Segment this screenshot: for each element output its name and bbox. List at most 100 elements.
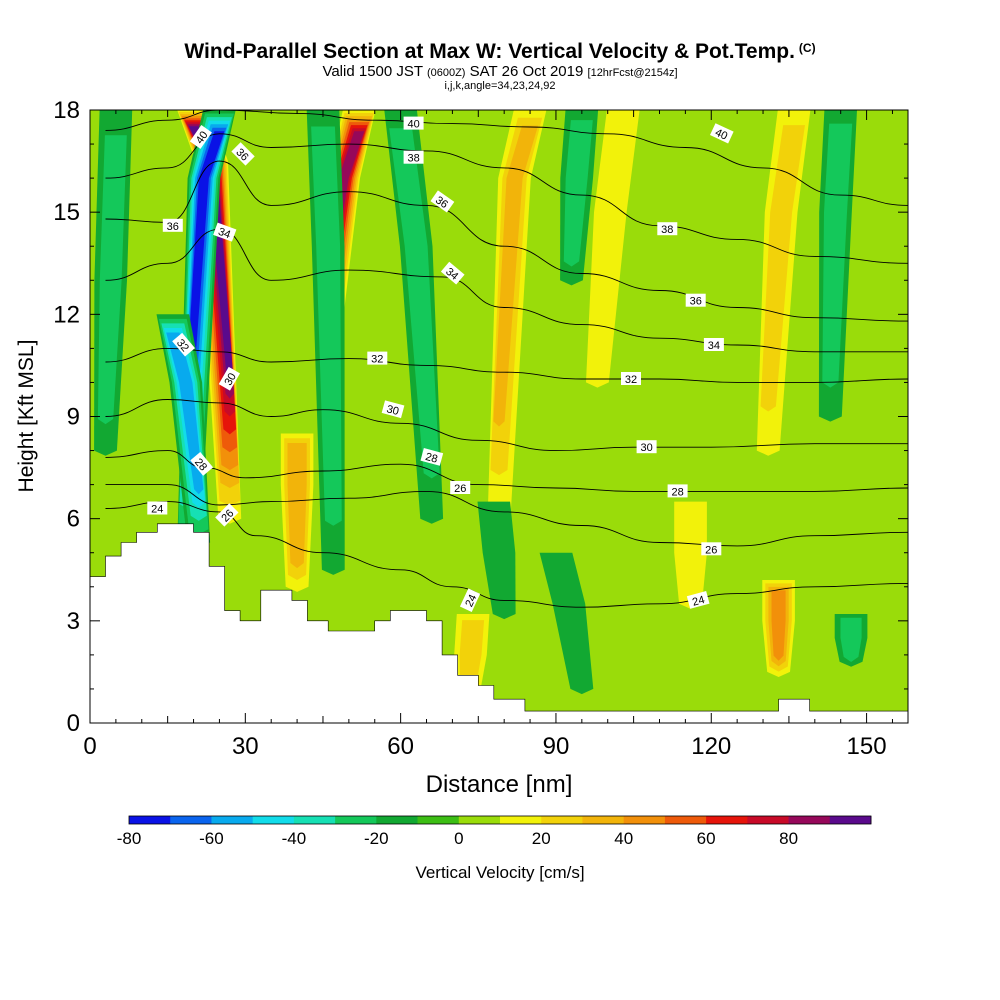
forecast-info: [12hrFcst@2154z]	[587, 67, 678, 79]
contour-label-text: 30	[222, 371, 239, 388]
velocity-band	[674, 501, 707, 609]
x-tick-label: 60	[387, 733, 414, 760]
y-tick-label: 15	[53, 199, 80, 226]
colorbar-tick-label: -60	[199, 829, 224, 848]
contour-label: 32	[367, 351, 388, 366]
colorbar-swatch	[335, 816, 377, 824]
velocity-band	[493, 125, 539, 427]
contour-label-box	[162, 218, 183, 232]
colorbar-swatch	[747, 816, 789, 824]
contour-label-box	[440, 261, 465, 285]
contour-label: 34	[213, 222, 237, 242]
contour-label-text: 30	[640, 442, 652, 454]
colorbar-swatch	[788, 816, 831, 824]
terrain	[90, 523, 908, 723]
y-tick-label: 3	[67, 608, 80, 635]
y-tick-label: 18	[53, 97, 80, 124]
contour-label-text: 38	[661, 224, 673, 236]
contour-label-box	[450, 481, 471, 494]
contour-label-text: 32	[371, 354, 383, 366]
contour-label-box	[710, 123, 734, 144]
contour-label: 40	[403, 116, 424, 131]
velocity-band	[311, 126, 342, 526]
grid-indices: i,j,k,angle=34,23,24,92	[444, 80, 556, 92]
theta-contour	[105, 347, 908, 383]
contour-label-box	[621, 372, 641, 385]
title-block: Wind-Parallel Section at Max W: Vertical…	[0, 36, 1000, 92]
x-tick-label: 120	[691, 733, 731, 760]
x-tick-label: 150	[847, 733, 887, 760]
contour-label-box	[667, 484, 688, 498]
x-tick-label: 30	[232, 733, 259, 760]
x-tick-label: 0	[83, 733, 96, 760]
contour-label-text: 26	[454, 483, 466, 495]
contour-label: 36	[685, 293, 706, 308]
contour-label: 40	[189, 124, 212, 149]
colorbar-swatch	[664, 816, 707, 824]
contour-label: 30	[636, 440, 657, 454]
theta-contour	[105, 133, 908, 264]
velocity-band	[389, 128, 440, 479]
contour-label-text: 36	[167, 221, 179, 233]
colorbar-swatch	[829, 816, 872, 824]
contour-label-text: 38	[407, 153, 419, 165]
contour-label-box	[403, 150, 424, 164]
theta-contour	[105, 160, 908, 322]
velocity-band	[184, 131, 225, 412]
contour-label-text: 34	[216, 226, 232, 241]
contour-label-box	[189, 124, 212, 149]
contour-label-box	[381, 400, 405, 419]
y-tick-label: 12	[53, 301, 80, 328]
y-tick-label: 0	[67, 710, 80, 737]
contour-label-box	[703, 338, 724, 351]
colorbar-swatch	[706, 816, 748, 824]
valid-prefix: Valid 1500 JST	[322, 63, 423, 80]
contour-label: 24	[147, 501, 168, 516]
chart-title-text: Wind-Parallel Section at Max W: Vertical…	[184, 40, 795, 63]
chart-title: Wind-Parallel Section at Max W: Vertical…	[0, 36, 1000, 64]
contour-label: 38	[403, 150, 424, 165]
colorbar-tick-label: -20	[364, 829, 389, 848]
colorbar-tick-label: -40	[282, 829, 307, 848]
velocity-band	[586, 110, 640, 388]
contour-label-box	[459, 588, 481, 612]
colorbar-tick-label: -80	[117, 829, 142, 848]
colorbar-tick-label: 60	[697, 829, 716, 848]
colorbar-swatch	[582, 816, 625, 824]
contour-label: 24	[686, 591, 710, 609]
valid-time-line: Valid 1500 JST (0600Z) SAT 26 Oct 2019 […	[0, 64, 1000, 81]
contour-label: 40	[710, 123, 734, 144]
contour-label-box	[701, 542, 722, 556]
colorbar-swatch	[376, 816, 418, 824]
contour-label-text: 24	[691, 594, 706, 609]
contour-label: 36	[162, 218, 183, 233]
colorbar-swatch	[211, 816, 254, 824]
colorbar-tick-label: 80	[779, 829, 798, 848]
velocity-band	[563, 120, 593, 267]
velocity-band	[539, 552, 594, 695]
contour-label-box	[420, 448, 444, 466]
contour-label-text: 40	[407, 119, 419, 131]
contour-label: 34	[703, 338, 724, 352]
colorbar-tick-label: 0	[454, 829, 463, 848]
colorbar-swatch	[170, 816, 212, 824]
velocity-band	[760, 125, 805, 412]
contour-label: 28	[420, 448, 444, 466]
contour-label: 32	[621, 372, 641, 386]
contour-label: 26	[701, 542, 722, 556]
contour-label-box	[215, 503, 239, 527]
velocity-band	[840, 617, 862, 662]
velocity-band	[166, 332, 204, 495]
contour-label-text: 30	[385, 403, 400, 418]
colorbar-label: Vertical Velocity [cm/s]	[415, 863, 585, 882]
contour-label-box	[686, 591, 710, 609]
colorbar-tick-label: 20	[532, 829, 551, 848]
contour-label-box	[218, 366, 240, 391]
contour-label: 24	[459, 588, 481, 612]
y-tick-label: 6	[67, 506, 80, 533]
y-axis-label: Height [Kft MSL]	[15, 340, 38, 493]
contour-label-box	[685, 293, 706, 307]
